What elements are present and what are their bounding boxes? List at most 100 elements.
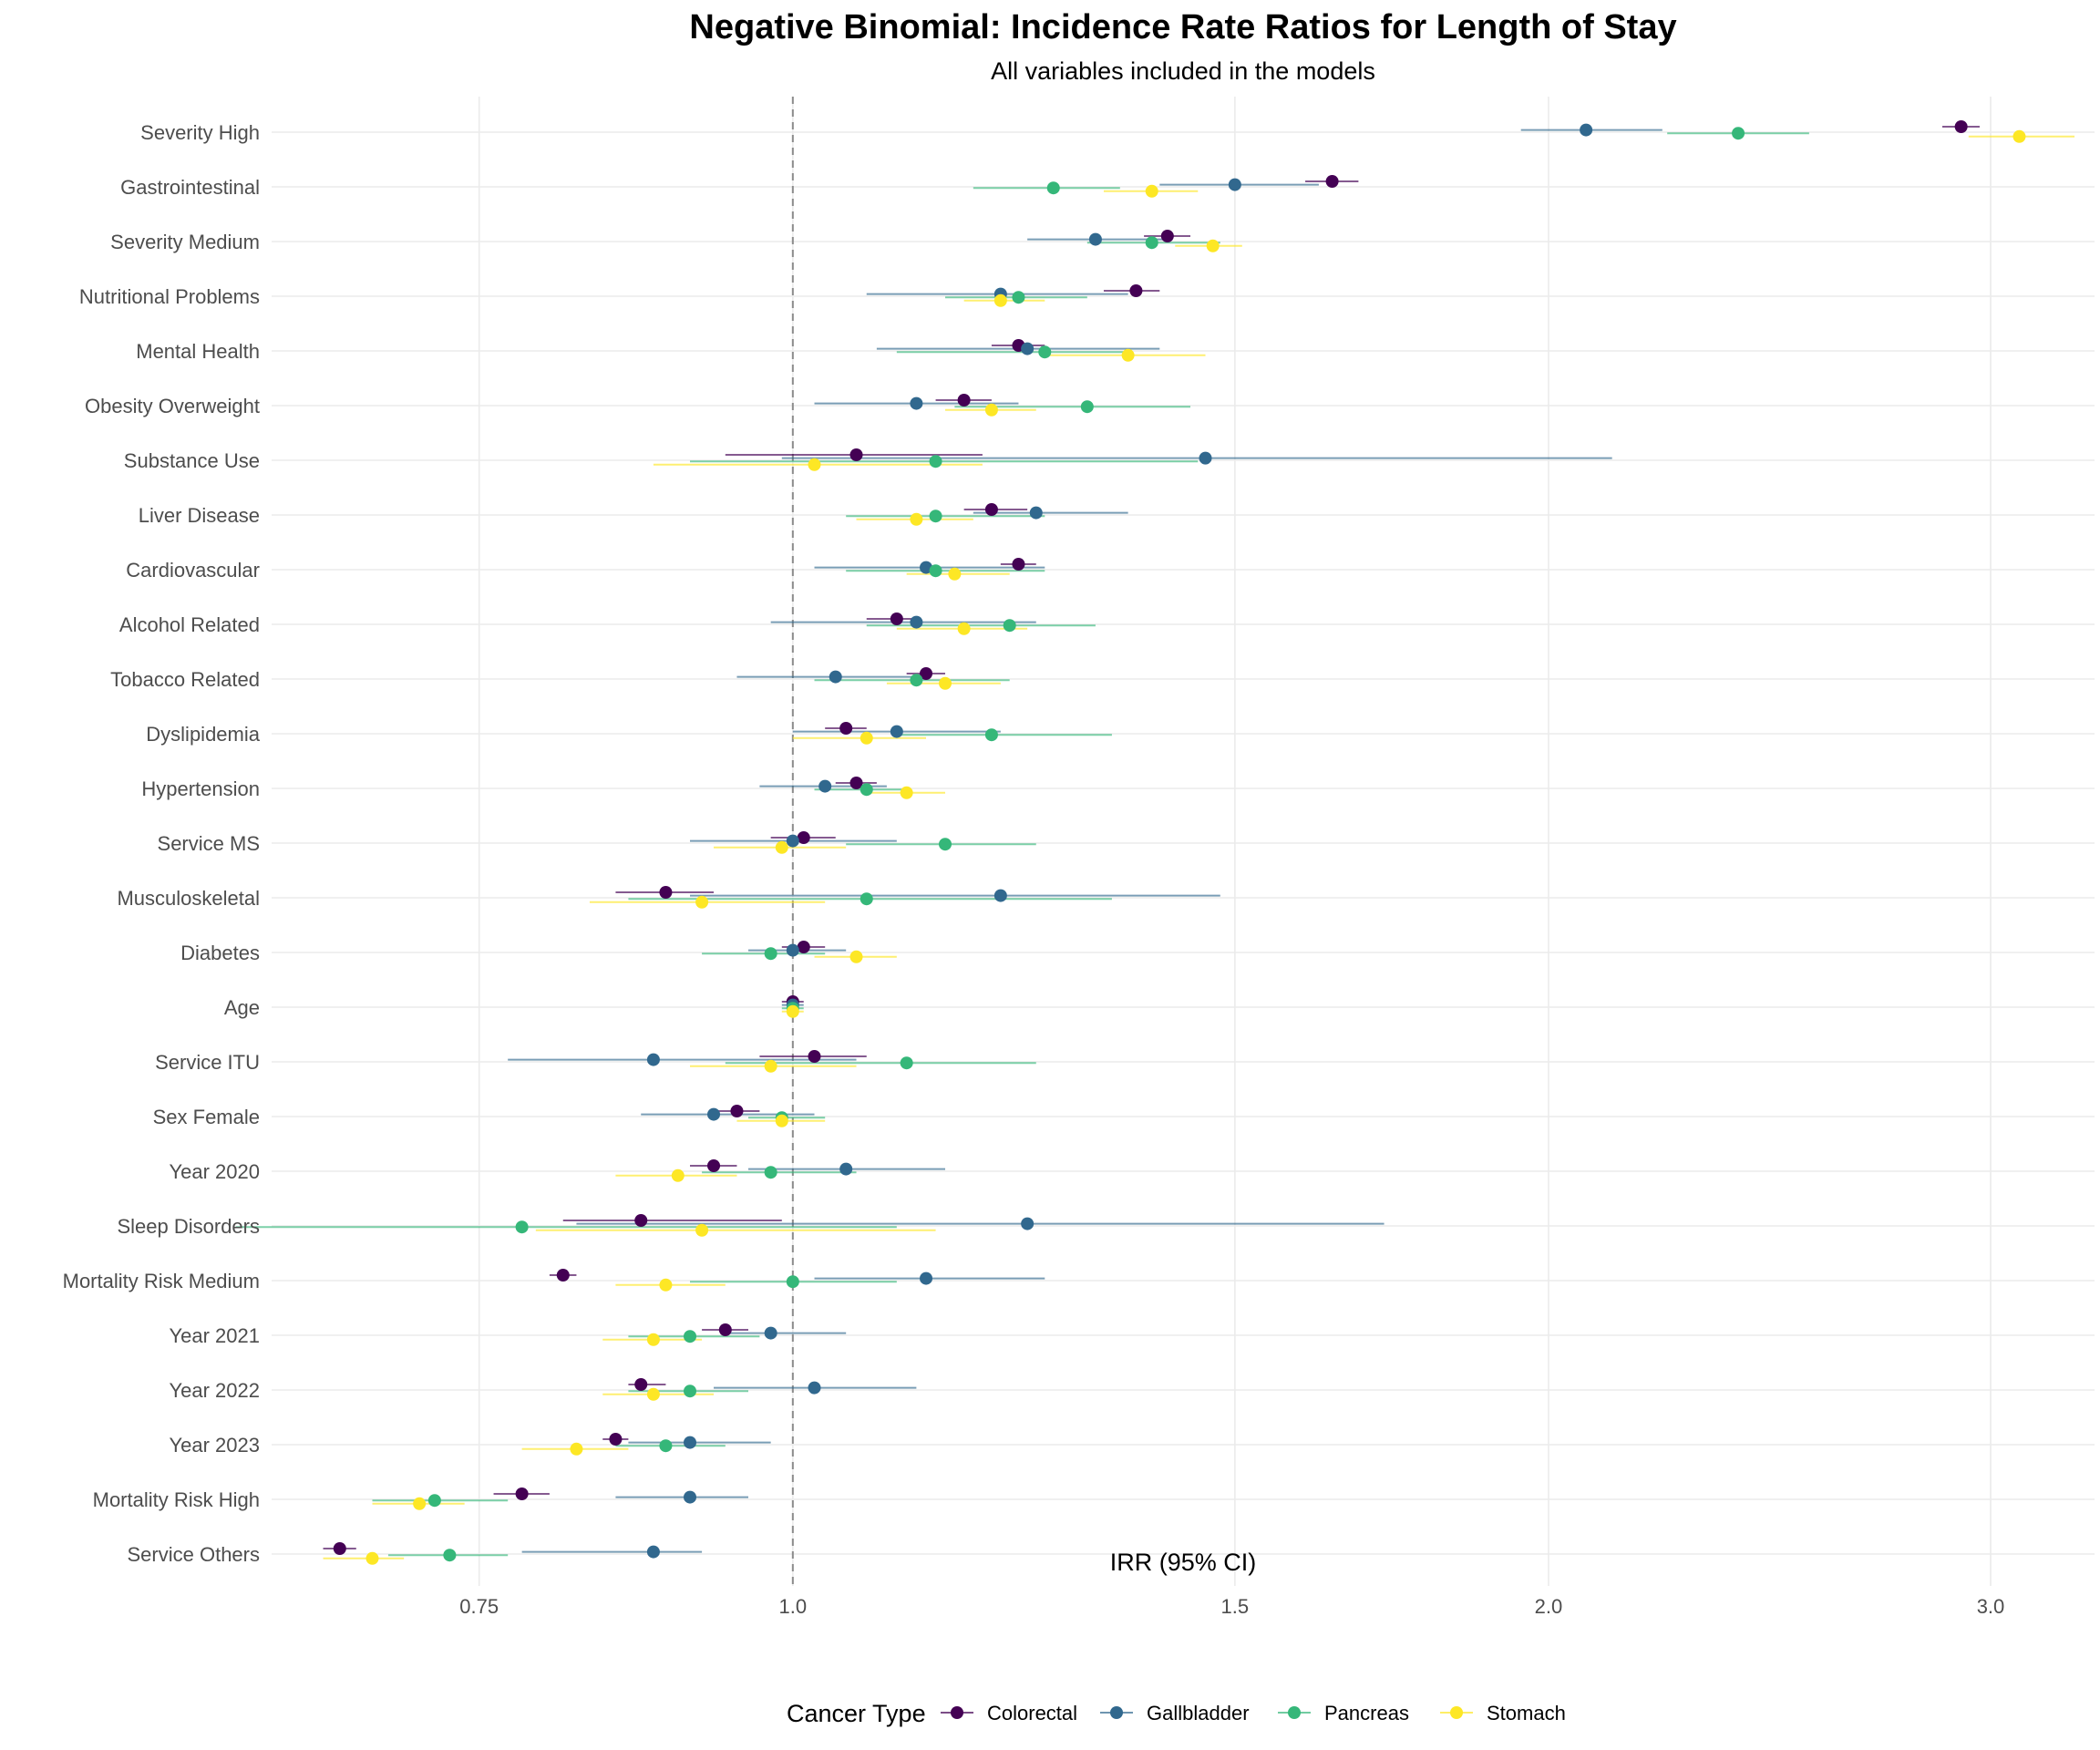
legend: Cancer Type Colorectal Gallbladder Pancrea… — [787, 1700, 1566, 1727]
point-pancreas — [1003, 619, 1016, 633]
point-gallbladder — [1580, 123, 1593, 137]
point-stomach — [646, 1333, 660, 1346]
legend-key-point — [1450, 1706, 1463, 1719]
point-pancreas — [1145, 236, 1158, 250]
point-colorectal — [849, 777, 863, 789]
point-colorectal — [1325, 175, 1339, 188]
point-stomach — [671, 1168, 685, 1182]
point-gallbladder — [646, 1053, 660, 1066]
legend-label: Pancreas — [1324, 1702, 1409, 1724]
point-pancreas — [659, 1439, 673, 1453]
point-pancreas — [427, 1494, 441, 1508]
point-pancreas — [1038, 345, 1052, 359]
point-gallbladder — [786, 943, 799, 957]
point-colorectal — [515, 1488, 529, 1500]
point-pancreas — [1012, 291, 1025, 304]
point-gallbladder — [818, 779, 832, 793]
point-gallbladder — [1029, 506, 1043, 520]
point-stomach — [939, 676, 952, 690]
chart-title: Negative Binomial: Incidence Rate Ratios… — [689, 8, 1676, 46]
y-tick-label: Year 2023 — [169, 1434, 260, 1457]
point-gallbladder — [1088, 232, 1102, 246]
point-stomach — [570, 1442, 583, 1456]
point-stomach — [1145, 184, 1158, 198]
point-stomach — [786, 1004, 799, 1018]
point-colorectal — [984, 503, 998, 516]
y-tick-label: Year 2020 — [169, 1160, 260, 1183]
y-tick-label: Tobacco Related — [110, 668, 260, 691]
point-pancreas — [443, 1549, 457, 1562]
point-gallbladder — [684, 1490, 697, 1504]
point-gallbladder — [1021, 342, 1035, 355]
x-tick-label: 2.0 — [1535, 1595, 1563, 1618]
point-colorectal — [659, 886, 673, 899]
point-pancreas — [929, 510, 942, 523]
y-tick-label: Mortality Risk Medium — [63, 1270, 260, 1292]
point-stomach — [775, 1114, 788, 1127]
point-colorectal — [1954, 120, 1968, 133]
point-colorectal — [634, 1378, 648, 1391]
point-pancreas — [860, 783, 873, 797]
point-colorectal — [920, 667, 933, 680]
point-pancreas — [984, 728, 998, 742]
y-axis-labels: Severity High Gastrointestinal Severity Me… — [63, 121, 261, 1566]
y-tick-label: Diabetes — [180, 942, 260, 964]
point-gallbladder — [646, 1545, 660, 1559]
point-colorectal — [609, 1433, 623, 1446]
point-stomach — [365, 1551, 379, 1565]
point-stomach — [775, 840, 788, 854]
x-tick-label: 1.5 — [1221, 1595, 1250, 1618]
y-tick-label: Cardiovascular — [126, 559, 260, 582]
legend-key-point — [1288, 1706, 1301, 1719]
point-gallbladder — [890, 725, 903, 738]
point-stomach — [984, 403, 998, 417]
legend-title: Cancer Type — [787, 1700, 926, 1727]
y-tick-label: Severity High — [140, 121, 260, 144]
point-colorectal — [797, 941, 810, 953]
point-gallbladder — [839, 1162, 853, 1176]
point-colorectal — [808, 1050, 821, 1063]
point-gallbladder — [829, 670, 842, 684]
y-tick-label: Musculoskeletal — [117, 887, 260, 910]
point-pancreas — [910, 674, 923, 687]
point-gallbladder — [684, 1436, 697, 1449]
point-gallbladder — [910, 615, 923, 629]
point-stomach — [2012, 129, 2026, 143]
point-gallbladder — [786, 834, 799, 848]
y-tick-label: Hypertension — [141, 777, 260, 800]
point-pancreas — [764, 1166, 777, 1179]
point-colorectal — [797, 831, 810, 844]
legend-key-point — [951, 1706, 963, 1719]
chart-subtitle: All variables included in the models — [991, 57, 1375, 85]
x-tick-label: 0.75 — [459, 1595, 499, 1618]
point-gallbladder — [808, 1381, 821, 1395]
grid — [272, 97, 2095, 1586]
point-stomach — [695, 1223, 709, 1237]
y-tick-label: Sex Female — [153, 1106, 260, 1128]
point-pancreas — [764, 947, 777, 961]
y-tick-label: Dyslipidemia — [146, 723, 260, 746]
x-tick-label: 3.0 — [1977, 1595, 2005, 1618]
point-stomach — [695, 895, 709, 909]
y-tick-label: Age — [224, 996, 260, 1019]
legend-key-point — [1110, 1706, 1123, 1719]
point-pancreas — [684, 1385, 697, 1398]
point-gallbladder — [910, 396, 923, 410]
point-colorectal — [1012, 558, 1025, 571]
point-gallbladder — [1199, 451, 1212, 465]
point-colorectal — [839, 722, 853, 735]
y-tick-label: Year 2021 — [169, 1324, 260, 1347]
y-tick-label: Severity Medium — [110, 231, 260, 253]
point-pancreas — [1046, 181, 1060, 195]
point-colorectal — [556, 1269, 570, 1282]
point-stomach — [900, 786, 913, 799]
y-tick-label: Service ITU — [155, 1051, 260, 1074]
y-tick-label: Alcohol Related — [119, 613, 260, 636]
legend-label: Colorectal — [987, 1702, 1077, 1724]
point-gallbladder — [764, 1326, 777, 1340]
point-pancreas — [860, 892, 873, 906]
y-tick-label: Mental Health — [136, 340, 260, 363]
point-gallbladder — [993, 889, 1007, 902]
